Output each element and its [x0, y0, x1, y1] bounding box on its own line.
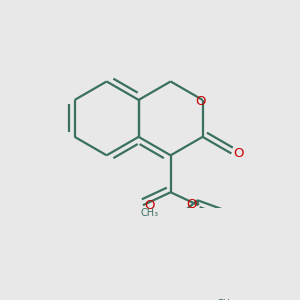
Text: CH₃: CH₃: [140, 208, 158, 218]
Text: CH₃: CH₃: [216, 299, 235, 300]
Text: O: O: [187, 198, 197, 211]
Text: O: O: [234, 147, 244, 160]
Text: O: O: [145, 199, 155, 212]
Text: O: O: [196, 95, 206, 108]
